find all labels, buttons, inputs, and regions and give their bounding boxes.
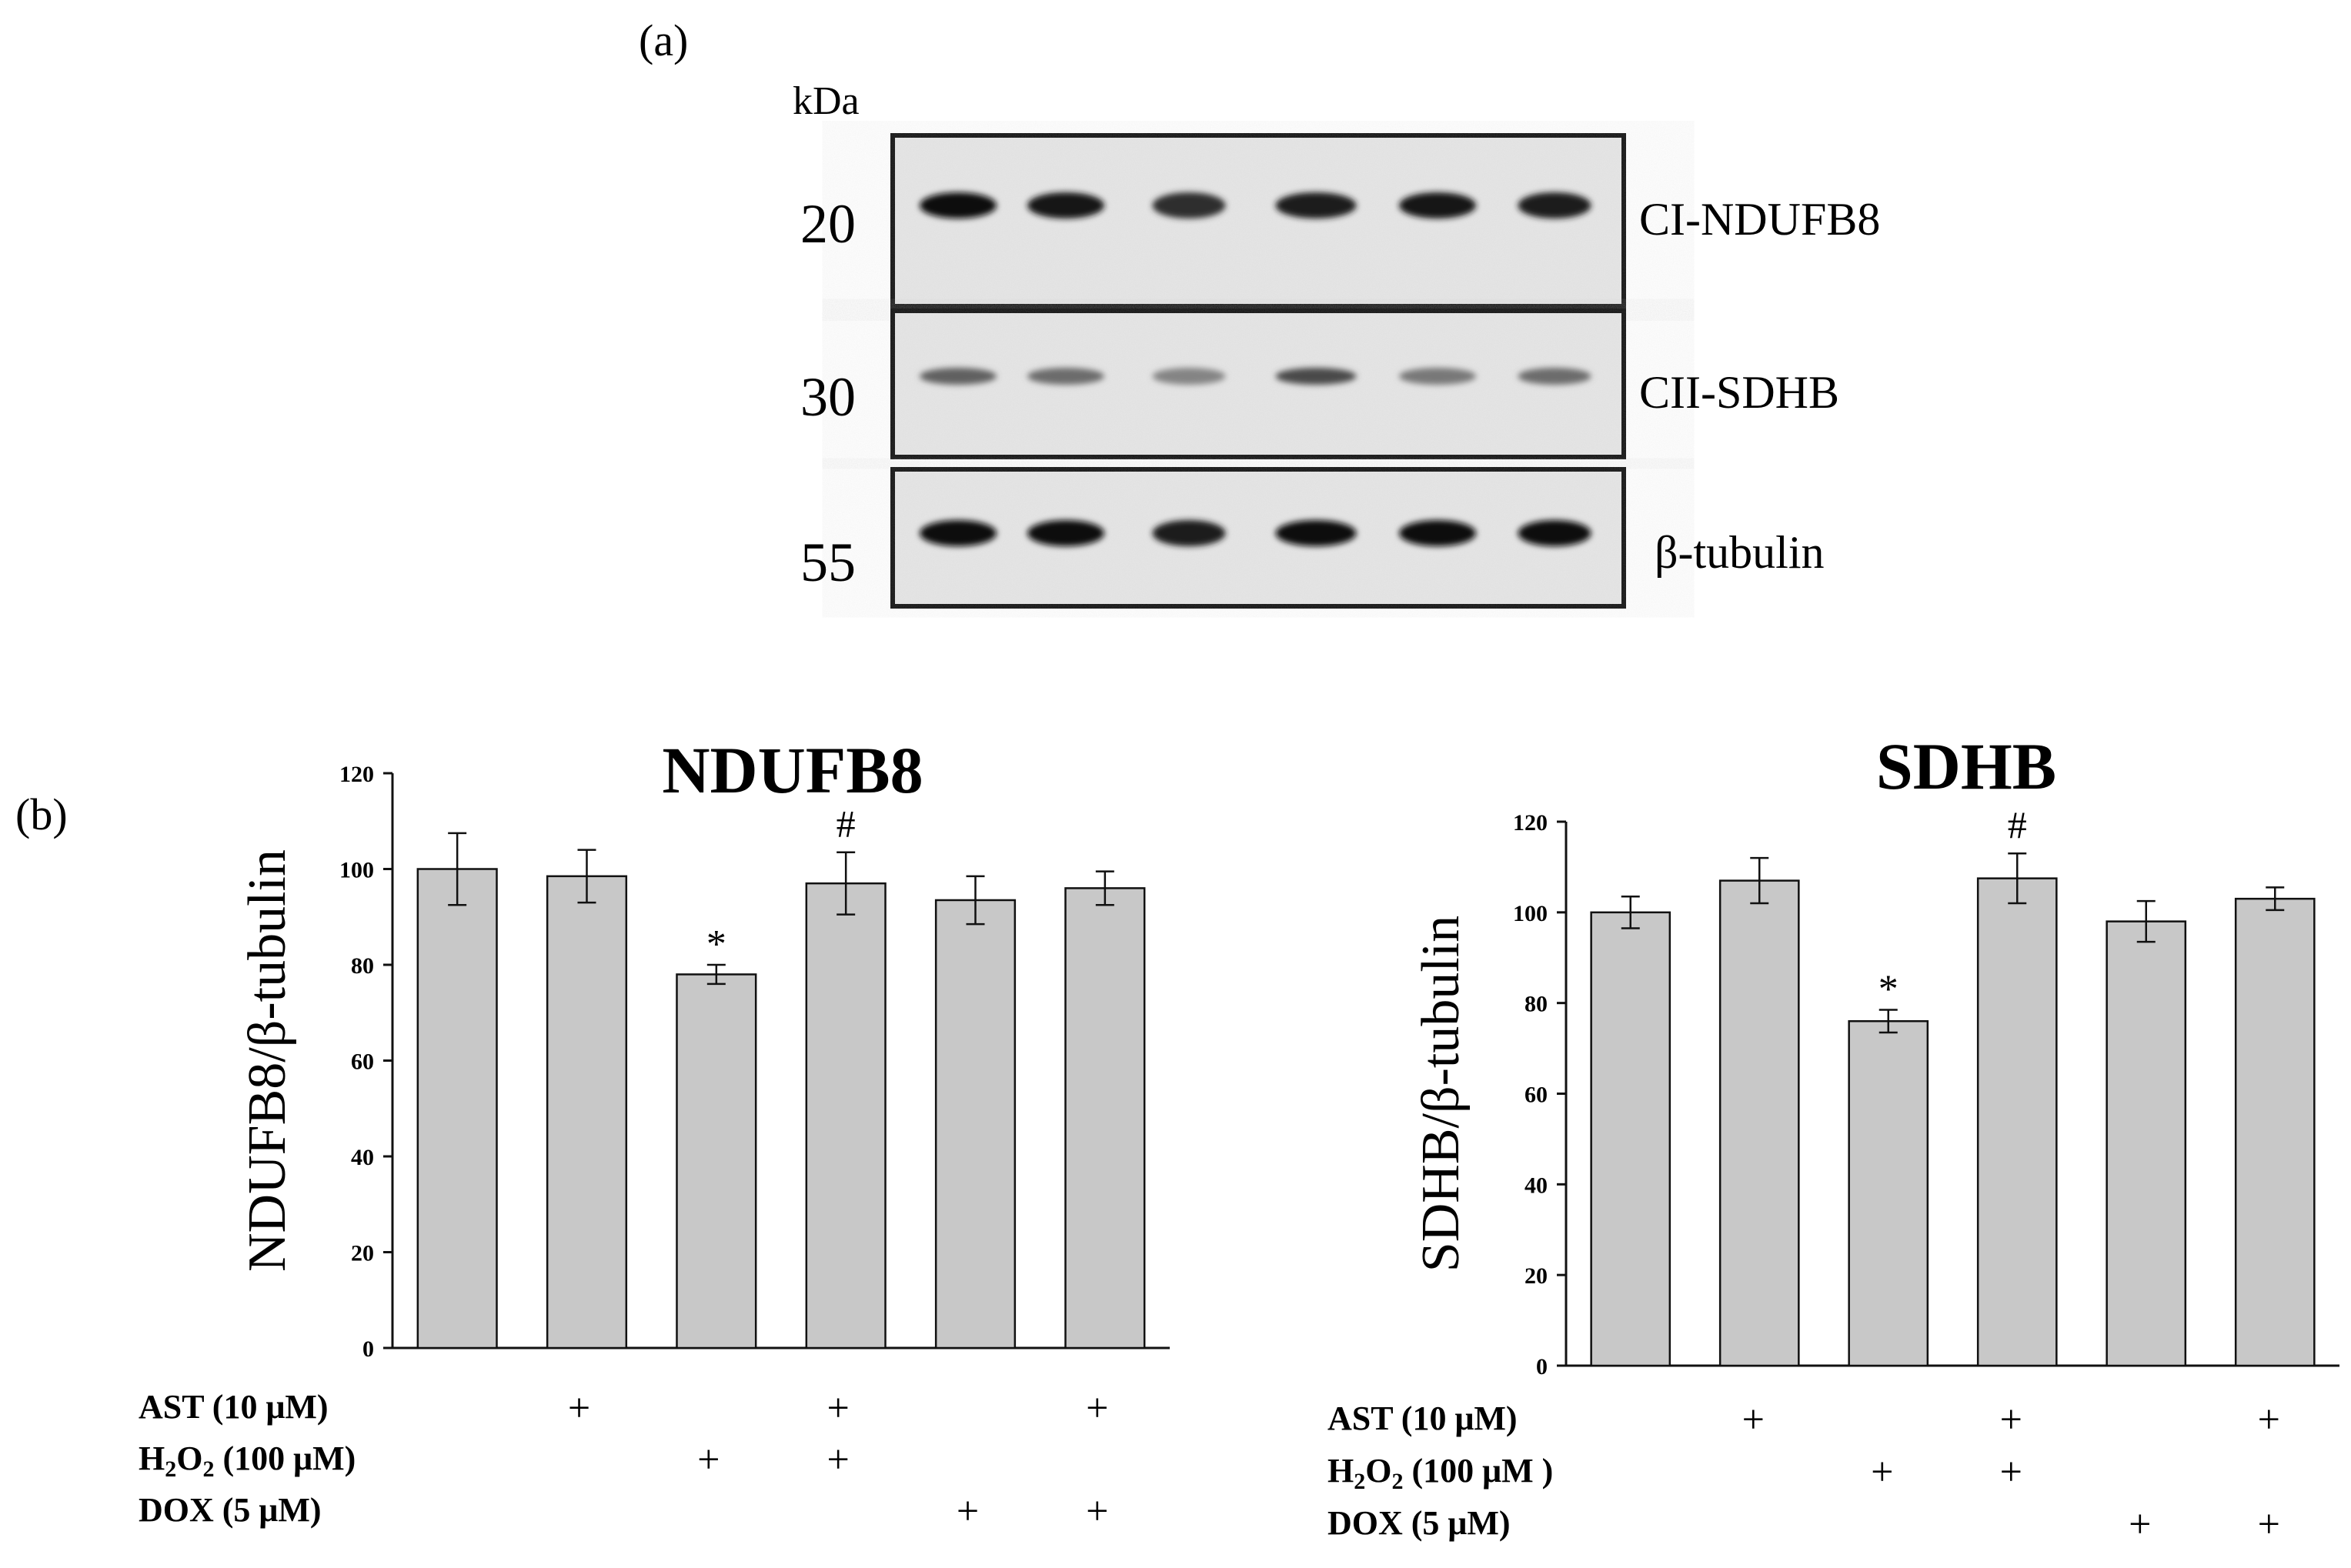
marker-label: 55 bbox=[800, 532, 856, 593]
western-blot: 20 CI-NDUFB8 30 CII-SDHB 55 β-tubulin bbox=[800, 133, 1880, 609]
treatment-plus: + bbox=[2258, 1398, 2280, 1442]
bar bbox=[416, 868, 498, 1349]
blot-panel-texture bbox=[895, 313, 1621, 455]
y-tick-label: 120 bbox=[339, 762, 374, 787]
blot-band bbox=[1027, 520, 1104, 546]
treatment-plus: + bbox=[1086, 1386, 1108, 1430]
treatment-label: AST (10 μM) bbox=[1327, 1400, 1518, 1437]
subscript: 2 bbox=[165, 1456, 176, 1482]
blot-band bbox=[920, 192, 997, 219]
treatment-plus: + bbox=[827, 1438, 850, 1482]
bar bbox=[2106, 920, 2187, 1367]
label-part: H bbox=[1327, 1452, 1354, 1490]
treatment-plus: + bbox=[2000, 1450, 2022, 1494]
label-part: (100 μM) bbox=[214, 1440, 356, 1477]
blot-band bbox=[1027, 368, 1104, 385]
protein-label: β-tubulin bbox=[1655, 527, 1825, 578]
treatment-plus: + bbox=[1086, 1490, 1108, 1533]
blot-band bbox=[1399, 520, 1476, 546]
label-part: (100 μM ) bbox=[1403, 1452, 1553, 1490]
significance-mark: # bbox=[2008, 803, 2027, 846]
treatment-plus: + bbox=[1871, 1450, 1893, 1494]
blot-band bbox=[1518, 520, 1591, 546]
blot-band bbox=[1027, 192, 1104, 219]
bar bbox=[1976, 877, 2058, 1367]
y-tick-label: 0 bbox=[1536, 1354, 1548, 1380]
y-tick-label: 20 bbox=[1524, 1263, 1548, 1289]
y-tick-label: 80 bbox=[1524, 992, 1548, 1017]
blot-band bbox=[1152, 520, 1226, 546]
blot-band bbox=[920, 520, 997, 546]
treatment-label: H2O2 (100 μM ) bbox=[1327, 1452, 1553, 1494]
bar bbox=[1064, 887, 1146, 1349]
blot-band bbox=[920, 368, 997, 385]
treatment-plus: + bbox=[2258, 1503, 2280, 1546]
protein-label: CII-SDHB bbox=[1639, 367, 1839, 418]
treatment-plus: + bbox=[568, 1386, 590, 1430]
blot-band bbox=[1518, 368, 1591, 385]
protein-label: CI-NDUFB8 bbox=[1639, 194, 1880, 245]
chart-title: NDUFB8 bbox=[662, 733, 923, 807]
panel-a-label: (a) bbox=[639, 15, 688, 65]
blot-band bbox=[1275, 520, 1357, 546]
y-axis-label: SDHB/β-tubulin bbox=[1411, 916, 1471, 1272]
ndufb8-chart: 0 20 40 60 80 100 120 NDUFB8 NDUFB8/β-tubulin * # A… bbox=[139, 733, 1170, 1533]
blot-panel-texture bbox=[895, 472, 1621, 604]
treatment-label: DOX (5 μM) bbox=[1327, 1504, 1511, 1542]
blot-band bbox=[1152, 192, 1226, 219]
y-tick-label: 120 bbox=[1513, 810, 1548, 836]
significance-mark: * bbox=[706, 922, 726, 966]
bar bbox=[2234, 897, 2316, 1367]
treatment-plus: + bbox=[1742, 1398, 1765, 1442]
bar bbox=[1590, 911, 1671, 1367]
label-part: O bbox=[1365, 1452, 1391, 1490]
y-tick-label: 60 bbox=[351, 1049, 374, 1075]
y-tick-label: 0 bbox=[362, 1336, 374, 1362]
panel-b-label: (b) bbox=[15, 789, 68, 839]
y-tick-label: 100 bbox=[1513, 901, 1548, 926]
bar bbox=[934, 899, 1017, 1349]
label-part: H bbox=[139, 1440, 165, 1477]
bar bbox=[805, 882, 887, 1349]
significance-mark: # bbox=[837, 802, 856, 846]
bar bbox=[1848, 1019, 1929, 1367]
label-part: O bbox=[176, 1440, 202, 1477]
blot-band bbox=[1152, 368, 1226, 385]
marker-label: 20 bbox=[800, 193, 856, 255]
treatment-plus: + bbox=[697, 1438, 720, 1482]
treatment-plus: + bbox=[827, 1386, 850, 1430]
blot-band bbox=[1275, 368, 1357, 385]
treatment-plus: + bbox=[2000, 1398, 2022, 1442]
y-tick-label: 40 bbox=[1524, 1173, 1548, 1198]
sdhb-chart: 0 20 40 60 80 100 120 SDHB SDHB/β-tubulin * # AST (… bbox=[1327, 729, 2339, 1546]
marker-label: 30 bbox=[800, 366, 856, 428]
subscript: 2 bbox=[1354, 1469, 1365, 1494]
y-axis-label: NDUFB8/β-tubulin bbox=[238, 849, 297, 1272]
y-tick-label: 100 bbox=[339, 858, 374, 883]
blot-band bbox=[1399, 192, 1476, 219]
y-tick-label: 40 bbox=[351, 1145, 374, 1170]
kda-label: kDa bbox=[793, 79, 860, 123]
blot-band bbox=[1275, 192, 1357, 219]
treatment-label: AST (10 μM) bbox=[139, 1388, 329, 1426]
treatment-label: DOX (5 μM) bbox=[139, 1491, 322, 1529]
treatment-plus: + bbox=[2129, 1503, 2151, 1546]
bar bbox=[676, 973, 757, 1349]
subscript: 2 bbox=[202, 1456, 214, 1482]
blot-band bbox=[1518, 192, 1591, 219]
y-tick-label: 60 bbox=[1524, 1083, 1548, 1108]
y-tick-label: 80 bbox=[351, 953, 374, 979]
blot-band bbox=[1399, 368, 1476, 385]
bar bbox=[546, 875, 628, 1349]
blot-panel-texture bbox=[895, 138, 1621, 304]
treatment-plus: + bbox=[957, 1490, 979, 1533]
y-tick-label: 20 bbox=[351, 1241, 374, 1266]
chart-title: SDHB bbox=[1876, 729, 2056, 803]
bar bbox=[1718, 879, 1800, 1367]
subscript: 2 bbox=[1391, 1469, 1403, 1494]
treatment-label: H2O2 (100 μM) bbox=[139, 1440, 356, 1482]
significance-mark: * bbox=[1878, 968, 1898, 1012]
